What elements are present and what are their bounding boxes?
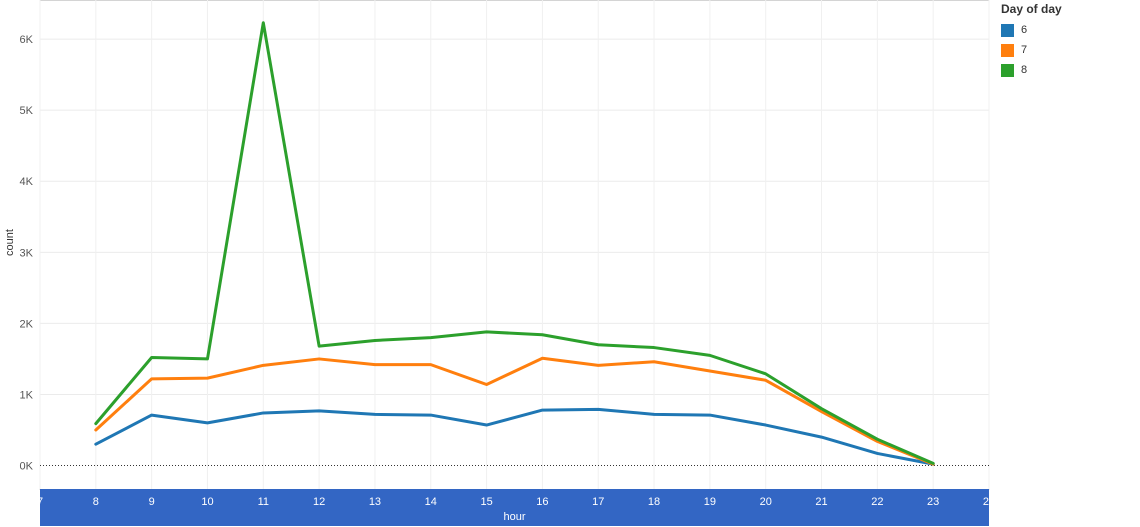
legend-item-7[interactable]: 7 (1001, 40, 1131, 60)
y-tick-label: 2K (20, 318, 34, 330)
x-tick-label: 16 (536, 496, 548, 508)
y-tick-label: 4K (20, 176, 34, 188)
series-line-8 (94, 21, 935, 465)
legend-label: 7 (1021, 44, 1028, 56)
legend-items: 6 7 8 (1001, 20, 1131, 80)
series-line-6 (94, 407, 935, 466)
y-axis-title: count (4, 229, 16, 256)
y-tick-label: 5K (20, 105, 34, 117)
series-lines (94, 21, 935, 466)
x-tick-label: 22 (871, 496, 883, 508)
legend-label: 6 (1021, 24, 1028, 36)
y-tick-label: 1K (20, 389, 34, 401)
y-axis-ticks: 0K 1K 2K 3K 4K 5K 6K (20, 34, 34, 472)
y-tick-label: 0K (20, 461, 34, 473)
legend-label: 8 (1021, 64, 1028, 76)
x-tick-label: 15 (480, 496, 492, 508)
x-tick-label: 19 (704, 496, 716, 508)
x-tick-label: 17 (592, 496, 604, 508)
legend-swatch (1001, 43, 1014, 57)
plot-border (39, 0, 990, 490)
x-axis-band (40, 489, 989, 526)
x-tick-label: 23 (927, 496, 939, 508)
x-tick-label: 8 (93, 496, 99, 508)
x-tick-label: 11 (258, 496, 269, 508)
x-tick-label: 21 (815, 496, 827, 508)
x-tick-label: 14 (425, 496, 437, 508)
legend: Day of day 6 7 8 (1001, 2, 1131, 80)
y-tick-label: 3K (20, 247, 34, 259)
legend-swatch (1001, 23, 1014, 37)
x-axis-ticks: 7 8 9 10 11 12 13 14 15 16 17 18 19 20 21 22 23 24 (37, 496, 995, 508)
x-tick-label: 24 (983, 496, 995, 508)
x-tick-label: 7 (37, 496, 43, 508)
y-tick-label: 6K (20, 34, 34, 46)
legend-title: Day of day (1001, 2, 1062, 16)
x-tick-label: 13 (369, 496, 381, 508)
legend-item-8[interactable]: 8 (1001, 60, 1131, 80)
legend-item-6[interactable]: 6 (1001, 20, 1131, 40)
x-tick-label: 20 (760, 496, 772, 508)
x-axis-background (40, 489, 989, 526)
x-tick-label: 9 (149, 496, 155, 508)
grid-lines (39, 0, 990, 489)
x-tick-label: 10 (201, 496, 213, 508)
x-axis-title: hour (503, 511, 525, 523)
x-tick-label: 12 (313, 496, 325, 508)
series-line-7 (94, 356, 935, 466)
legend-swatch (1001, 63, 1014, 77)
x-tick-label: 18 (648, 496, 660, 508)
plot-area (39, 0, 990, 490)
